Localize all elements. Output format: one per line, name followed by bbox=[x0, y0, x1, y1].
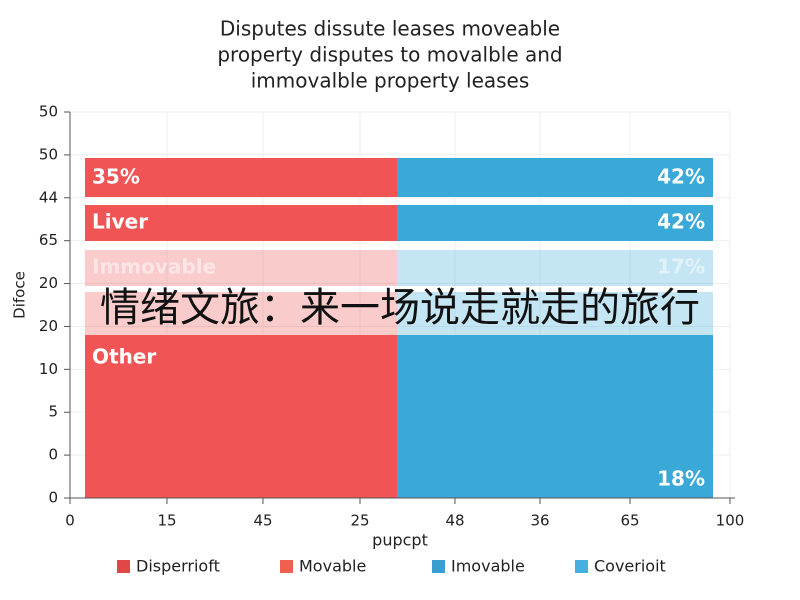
bar-label: Liver bbox=[92, 210, 148, 234]
bar-right bbox=[397, 335, 713, 498]
legend-label: Disperrioft bbox=[136, 557, 220, 576]
bar-label: 42% bbox=[657, 210, 705, 234]
y-tick-label: 20 bbox=[39, 317, 58, 335]
legend-swatch bbox=[432, 560, 445, 573]
bar-label: 17% bbox=[657, 255, 705, 279]
x-tick-label: 45 bbox=[253, 512, 272, 530]
bar-label: 42% bbox=[657, 165, 705, 189]
x-tick-label: 0 bbox=[65, 512, 75, 530]
bar-right bbox=[397, 250, 713, 286]
bar-left bbox=[85, 292, 397, 335]
y-tick-label: 50 bbox=[39, 145, 58, 163]
x-tick-label: 15 bbox=[157, 512, 176, 530]
y-tick-label: 50 bbox=[39, 103, 58, 121]
bar-left bbox=[85, 335, 397, 498]
bar-label: 18% bbox=[657, 467, 705, 491]
bar-right bbox=[397, 292, 713, 335]
bar-right bbox=[397, 205, 713, 241]
bar-right bbox=[397, 158, 713, 197]
x-tick-label: 48 bbox=[445, 512, 464, 530]
y-tick-label: 0 bbox=[48, 446, 58, 464]
legend: Disperrioft Movable Imovable Coverioit bbox=[117, 557, 666, 576]
y-tick-label: 65 bbox=[39, 231, 58, 249]
bar-left bbox=[85, 205, 397, 241]
bar-left bbox=[85, 158, 397, 197]
bar-left bbox=[85, 250, 397, 286]
bar-label: Other bbox=[92, 345, 156, 369]
y-tick-label: 10 bbox=[39, 360, 58, 378]
legend-label: Movable bbox=[299, 557, 366, 576]
legend-swatch bbox=[280, 560, 293, 573]
title-line: immovalble property leases bbox=[251, 69, 530, 93]
y-axis-label: Difoce bbox=[11, 271, 29, 319]
legend-label: Coverioit bbox=[594, 557, 666, 576]
x-tick-label: 36 bbox=[530, 512, 549, 530]
y-tick-label: 0 bbox=[48, 489, 58, 507]
legend-swatch bbox=[575, 560, 588, 573]
x-tick-label: 100 bbox=[716, 512, 745, 530]
x-axis-label: pupcpt bbox=[372, 531, 428, 550]
bar-label: Immovable bbox=[92, 255, 216, 279]
legend-swatch bbox=[117, 560, 130, 573]
overlay-text: 情绪文旅：来一场说走就走的旅行 bbox=[100, 285, 700, 331]
x-tick-label: 25 bbox=[350, 512, 369, 530]
x-tick-label: 65 bbox=[620, 512, 639, 530]
legend-label: Imovable bbox=[451, 557, 525, 576]
y-tick-label: 20 bbox=[39, 274, 58, 292]
y-tick-label: 5 bbox=[48, 403, 58, 421]
bar-label: 35% bbox=[92, 165, 140, 189]
title-line: Disputes dissute leases moveable bbox=[220, 17, 560, 41]
y-tick-label: 44 bbox=[39, 188, 58, 206]
title-line: property disputes to movalble and bbox=[217, 43, 562, 67]
